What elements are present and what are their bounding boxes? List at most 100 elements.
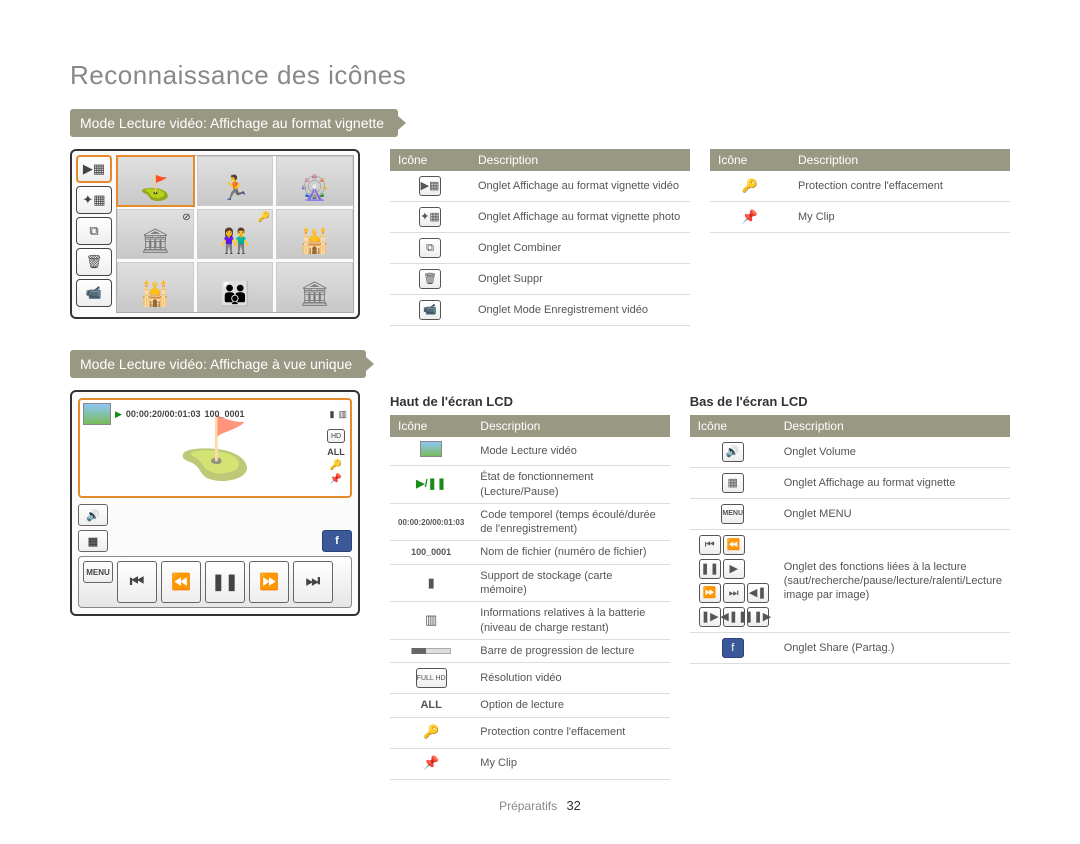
table-header-row: Icône Description: [690, 415, 1010, 437]
col-desc: Description: [470, 149, 690, 171]
col-desc: Description: [790, 149, 1010, 171]
protect-icon: 🔑: [739, 176, 761, 196]
playoption-icon: ALL: [327, 447, 345, 457]
col-icon: Icône: [690, 415, 776, 437]
thumbcell[interactable]: 🎡: [276, 156, 353, 206]
thumbview-tab-icon[interactable]: ▦: [78, 530, 108, 552]
timecode-text: 00:00:20/00:01:03: [126, 409, 201, 419]
protect-icon: 🔑: [420, 723, 442, 743]
thumbcell[interactable]: 🕌: [276, 209, 353, 259]
col-icon: Icône: [710, 149, 790, 171]
top-lcd-heading: Haut de l'écran LCD: [390, 394, 670, 409]
resolution-icon: HD: [327, 429, 345, 443]
bottom-lcd-table: Icône Description 🔊Onglet Volume ▦Onglet…: [690, 415, 1010, 664]
table-row: ALLOption de lecture: [390, 694, 670, 717]
delete-tab-icon[interactable]: 🗑: [76, 248, 112, 276]
timecode-text: 00:00:20/00:01:03: [398, 518, 464, 527]
table-row: ✦▦Onglet Affichage au format vignette ph…: [390, 202, 690, 233]
resolution-icon: FULL HD: [416, 668, 447, 688]
page: Reconnaissance des icônes Mode Lecture v…: [0, 0, 1080, 844]
table-header-row: Icône Description: [710, 149, 1010, 171]
col-icon: Icône: [390, 149, 470, 171]
table-row: 📌My Clip: [710, 202, 1010, 233]
section1-left-table: Icône Description ▶▦Onglet Affichage au …: [390, 149, 690, 326]
col-icon: Icône: [390, 415, 472, 437]
video-thumb-tab-icon: ▶▦: [419, 176, 441, 196]
table-row: 🔊Onglet Volume: [690, 437, 1010, 468]
photo-thumb-tab-icon: ✦▦: [419, 207, 441, 227]
page-number: 32: [566, 798, 580, 813]
record-mode-tab-icon: 📹: [419, 300, 441, 320]
thumbview-tab-icon: ▦: [722, 473, 744, 493]
photo-thumb-tab-icon[interactable]: ✦▦: [76, 186, 112, 214]
myclip-icon: 📌: [330, 474, 342, 485]
pause-button[interactable]: ❚❚: [205, 561, 245, 603]
table-row: 🔑Protection contre l'effacement: [710, 171, 1010, 202]
share-tab-icon[interactable]: f: [322, 530, 352, 552]
delete-tab-icon: 🗑: [419, 269, 441, 289]
singleview-screenshot: ⛳ ▶ 00:00:20/00:01:03 100_0001 ▮ ▥ HD AL…: [70, 390, 370, 780]
transport-bar: MENU ⏮ ⏪ ❚❚ ⏩ ⏭: [78, 556, 352, 608]
table-row: 📌My Clip: [390, 748, 670, 779]
battery-icon: ▥: [420, 611, 442, 631]
menu-tab-icon: MENU: [721, 504, 744, 524]
thumbcell[interactable]: 🏃: [197, 156, 274, 206]
myclip-icon: 📌: [420, 754, 442, 774]
thumbcell[interactable]: ⊘🏛: [117, 209, 194, 259]
single-view-top: ⛳ ▶ 00:00:20/00:01:03 100_0001 ▮ ▥ HD AL…: [78, 398, 352, 498]
battery-icon: ▥: [338, 409, 347, 420]
table-row: ▮Support de stockage (carte mémoire): [390, 564, 670, 602]
volume-tab-icon: 🔊: [722, 442, 744, 462]
thumbcell[interactable]: ⛳: [117, 156, 194, 206]
filenum-text: 100_0001: [204, 409, 244, 419]
thumbcell[interactable]: 👪: [197, 262, 274, 312]
top-lcd-column: Haut de l'écran LCD Icône Description Mo…: [390, 390, 670, 780]
table-row: 100_0001Nom de fichier (numéro de fichie…: [390, 541, 670, 564]
section-single-view: Mode Lecture vidéo: Affichage à vue uniq…: [70, 350, 1010, 780]
page-title: Reconnaissance des icônes: [70, 60, 1010, 91]
table-header-row: Icône Description: [390, 149, 690, 171]
thumbcell[interactable]: 🔑👫: [197, 209, 274, 259]
thumbcell[interactable]: 🕌: [117, 262, 194, 312]
skip-fwd-button[interactable]: ⏭: [293, 561, 333, 603]
menu-tab-icon[interactable]: MENU: [83, 561, 113, 583]
thumbnail-cells: ⛳ 🏃 🎡 ⊘🏛 🔑👫 🕌 🕌 👪 🏛: [116, 155, 354, 313]
transport-buttons: ⏮ ⏪ ❚❚ ⏩ ⏭: [117, 561, 347, 603]
footer-label: Préparatifs: [499, 799, 557, 813]
thumbcell[interactable]: 🏛: [276, 262, 353, 312]
top-osd-row: ▶ 00:00:20/00:01:03 100_0001 ▮ ▥: [83, 403, 347, 425]
record-mode-tab-icon[interactable]: 📹: [76, 279, 112, 307]
playoption-icon: ALL: [420, 699, 441, 711]
combine-tab-icon[interactable]: ⧉: [76, 217, 112, 245]
table-row: ⏮⏪ ❚❚▶ ⏩⏭◀❚ ❚▶◀❚❚❚❚▶ Onglet des fonction…: [690, 530, 1010, 633]
protect-icon: 🔑: [330, 460, 342, 471]
table-row: Mode Lecture vidéo: [390, 437, 670, 466]
play-state-icon: ▶: [115, 409, 122, 420]
table-row: 🗑Onglet Suppr: [390, 264, 690, 295]
table-row: ▶▦Onglet Affichage au format vignette vi…: [390, 171, 690, 202]
play-mode-icon: [83, 403, 111, 425]
rewind-button[interactable]: ⏪: [161, 561, 201, 603]
table-row: ▥Informations relatives à la batterie (n…: [390, 602, 670, 640]
storage-card-icon: ▮: [420, 573, 442, 593]
play-mode-icon: [420, 441, 442, 457]
bottom-lcd-heading: Bas de l'écran LCD: [690, 394, 1010, 409]
col-desc: Description: [776, 415, 1010, 437]
thumbnail-screenshot: ▶▦ ✦▦ ⧉ 🗑 📹 ⛳ 🏃 🎡 ⊘🏛 🔑👫 🕌 🕌: [70, 149, 370, 326]
forward-button[interactable]: ⏩: [249, 561, 289, 603]
section1-table-left: Icône Description ▶▦Onglet Affichage au …: [390, 149, 690, 326]
skip-back-button[interactable]: ⏮: [117, 561, 157, 603]
play-pause-state-icon: ▶/❚❚: [416, 478, 446, 490]
combine-tab-icon: ⧉: [419, 238, 441, 258]
share-tab-icon: f: [722, 638, 744, 658]
thumbnail-grid: ▶▦ ✦▦ ⧉ 🗑 📹 ⛳ 🏃 🎡 ⊘🏛 🔑👫 🕌 🕌: [70, 149, 360, 319]
single-view-frame: ⛳ ▶ 00:00:20/00:01:03 100_0001 ▮ ▥ HD AL…: [70, 390, 360, 616]
video-thumb-tab-icon[interactable]: ▶▦: [76, 155, 112, 183]
table-row: 00:00:20/00:01:03Code temporel (temps éc…: [390, 503, 670, 541]
table-header-row: Icône Description: [390, 415, 670, 437]
table-row: fOnglet Share (Partag.): [690, 633, 1010, 664]
table-row: FULL HDRésolution vidéo: [390, 663, 670, 694]
page-footer: Préparatifs 32: [0, 798, 1080, 813]
volume-tab-icon[interactable]: 🔊: [78, 504, 108, 526]
progress-bar-icon: [411, 648, 451, 654]
